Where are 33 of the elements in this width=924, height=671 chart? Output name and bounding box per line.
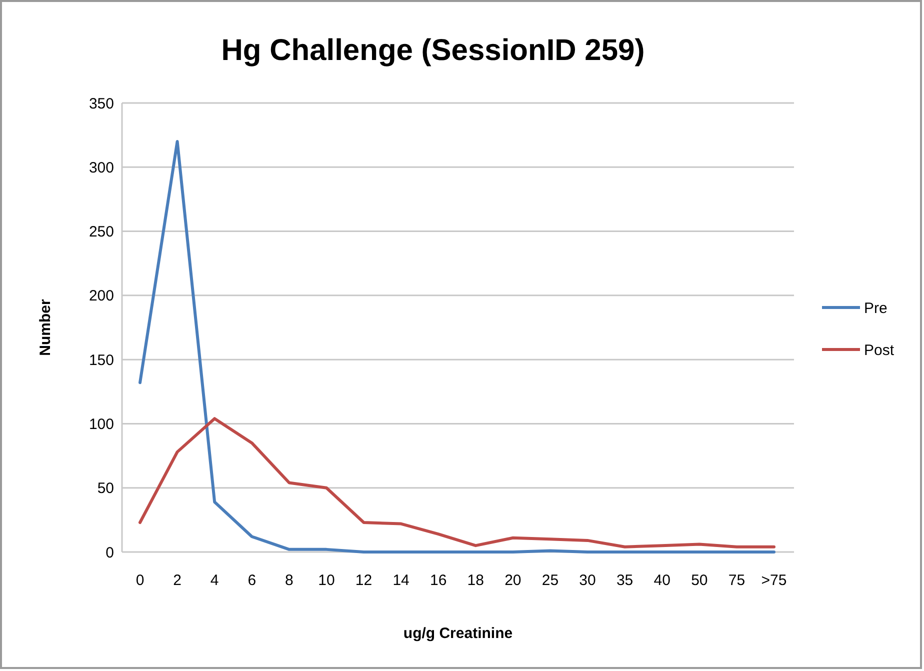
x-axis-title: ug/g Creatinine xyxy=(403,625,513,642)
x-tick-label: 8 xyxy=(285,572,294,589)
x-tick-label: 30 xyxy=(579,572,596,589)
y-tick-label: 300 xyxy=(88,159,114,176)
x-tick-label: 0 xyxy=(136,572,144,589)
x-tick-label: 14 xyxy=(392,572,410,589)
y-axis-title: Number xyxy=(37,299,54,356)
x-tick-label: 35 xyxy=(616,572,634,589)
x-tick-label: 12 xyxy=(355,572,372,589)
y-tick-label: 0 xyxy=(106,544,114,562)
legend-label: Pre xyxy=(864,300,888,317)
x-tick-label: 20 xyxy=(504,572,522,589)
legend-label: Post xyxy=(864,342,895,359)
x-tick-label: 25 xyxy=(542,572,559,589)
x-tick-label: 16 xyxy=(430,572,447,589)
y-tick-label: 200 xyxy=(88,288,114,305)
x-tick-label: 75 xyxy=(728,572,746,589)
y-tick-label: 50 xyxy=(97,480,114,498)
x-tick-label: 4 xyxy=(210,572,219,589)
y-tick-label: 150 xyxy=(88,352,114,369)
x-tick-label: 40 xyxy=(654,572,670,589)
chart-title: Hg Challenge (SessionID 259) xyxy=(221,34,645,67)
line-series xyxy=(138,417,776,548)
y-tick-label: 350 xyxy=(88,95,114,112)
y-tick-label: 100 xyxy=(88,416,114,433)
x-tick-label: 10 xyxy=(318,572,335,589)
x-tick-label: 18 xyxy=(467,572,484,589)
line-series xyxy=(138,140,776,554)
y-tick-label: 250 xyxy=(88,224,114,241)
x-tick-label: >75 xyxy=(761,572,787,589)
x-tick-label: 6 xyxy=(248,572,256,589)
x-tick-label: 50 xyxy=(691,572,708,589)
x-tick-label: 2 xyxy=(173,572,182,589)
